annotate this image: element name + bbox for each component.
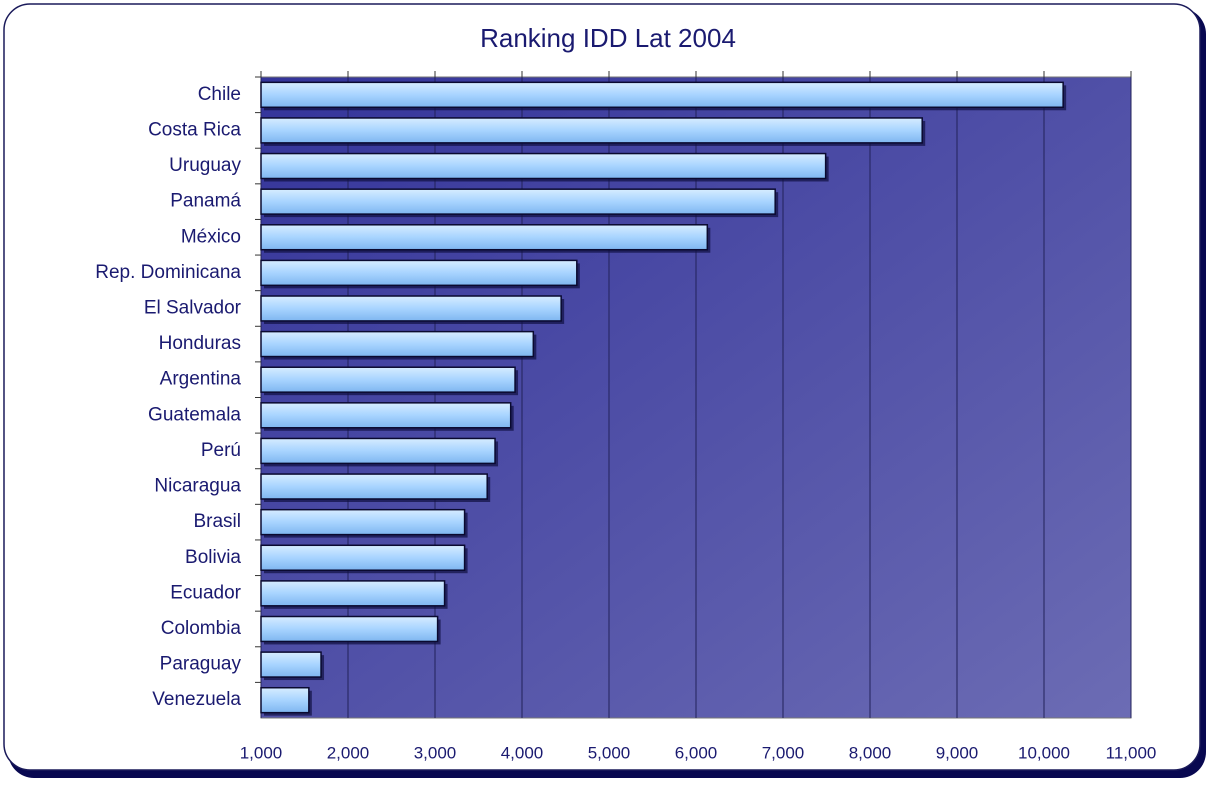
y-tick-label: Uruguay xyxy=(169,155,241,176)
bar xyxy=(260,615,439,643)
x-tick-label: 6,000 xyxy=(675,743,718,762)
y-tick-label: Chile xyxy=(198,84,241,105)
x-tick-label: 8,000 xyxy=(849,743,892,762)
bar xyxy=(260,437,496,465)
bar xyxy=(260,224,709,251)
y-tick-label: Rep. Dominicana xyxy=(95,262,241,283)
bar xyxy=(260,259,578,287)
bar xyxy=(260,651,322,678)
bar xyxy=(260,188,776,215)
y-tick-label: Guatemala xyxy=(148,404,241,425)
y-tick-label: Argentina xyxy=(160,369,242,390)
x-tick-label: 7,000 xyxy=(762,743,805,762)
bar xyxy=(260,330,535,358)
y-tick-label: Venezuela xyxy=(152,689,241,710)
x-tick-label: 9,000 xyxy=(936,743,979,762)
bar xyxy=(260,117,923,144)
bar xyxy=(260,580,446,607)
bar xyxy=(260,544,466,571)
x-tick-label: 2,000 xyxy=(327,743,370,762)
bar xyxy=(260,366,516,393)
y-tick-label: Panamá xyxy=(170,191,241,212)
x-tick-label: 3,000 xyxy=(414,743,457,762)
y-tick-label: Paraguay xyxy=(160,654,242,675)
y-tick-label: Ecuador xyxy=(170,582,241,603)
y-tick-label: Honduras xyxy=(159,333,241,354)
y-tick-label: Nicaragua xyxy=(154,476,241,497)
x-tick-label: 4,000 xyxy=(501,743,544,762)
x-tick-label: 1,000 xyxy=(240,743,283,762)
x-tick-label: 11,000 xyxy=(1106,743,1157,762)
y-tick-label: Perú xyxy=(201,440,241,461)
y-tick-label: Bolivia xyxy=(185,547,241,568)
x-tick-label: 10,000 xyxy=(1018,743,1070,762)
bar xyxy=(260,81,1064,109)
bar xyxy=(260,295,562,322)
y-tick-label: México xyxy=(181,226,241,247)
bar xyxy=(260,686,310,714)
bar xyxy=(260,402,512,429)
y-tick-label: Colombia xyxy=(161,618,242,639)
bar xyxy=(260,473,488,500)
x-tick-label: 5,000 xyxy=(588,743,631,762)
y-tick-label: El Salvador xyxy=(144,297,242,318)
bar xyxy=(260,152,827,180)
y-tick-label: Costa Rica xyxy=(148,119,241,140)
y-tick-label: Brasil xyxy=(193,511,241,532)
bar xyxy=(260,508,466,536)
chart-title: Ranking IDD Lat 2004 xyxy=(480,23,736,53)
